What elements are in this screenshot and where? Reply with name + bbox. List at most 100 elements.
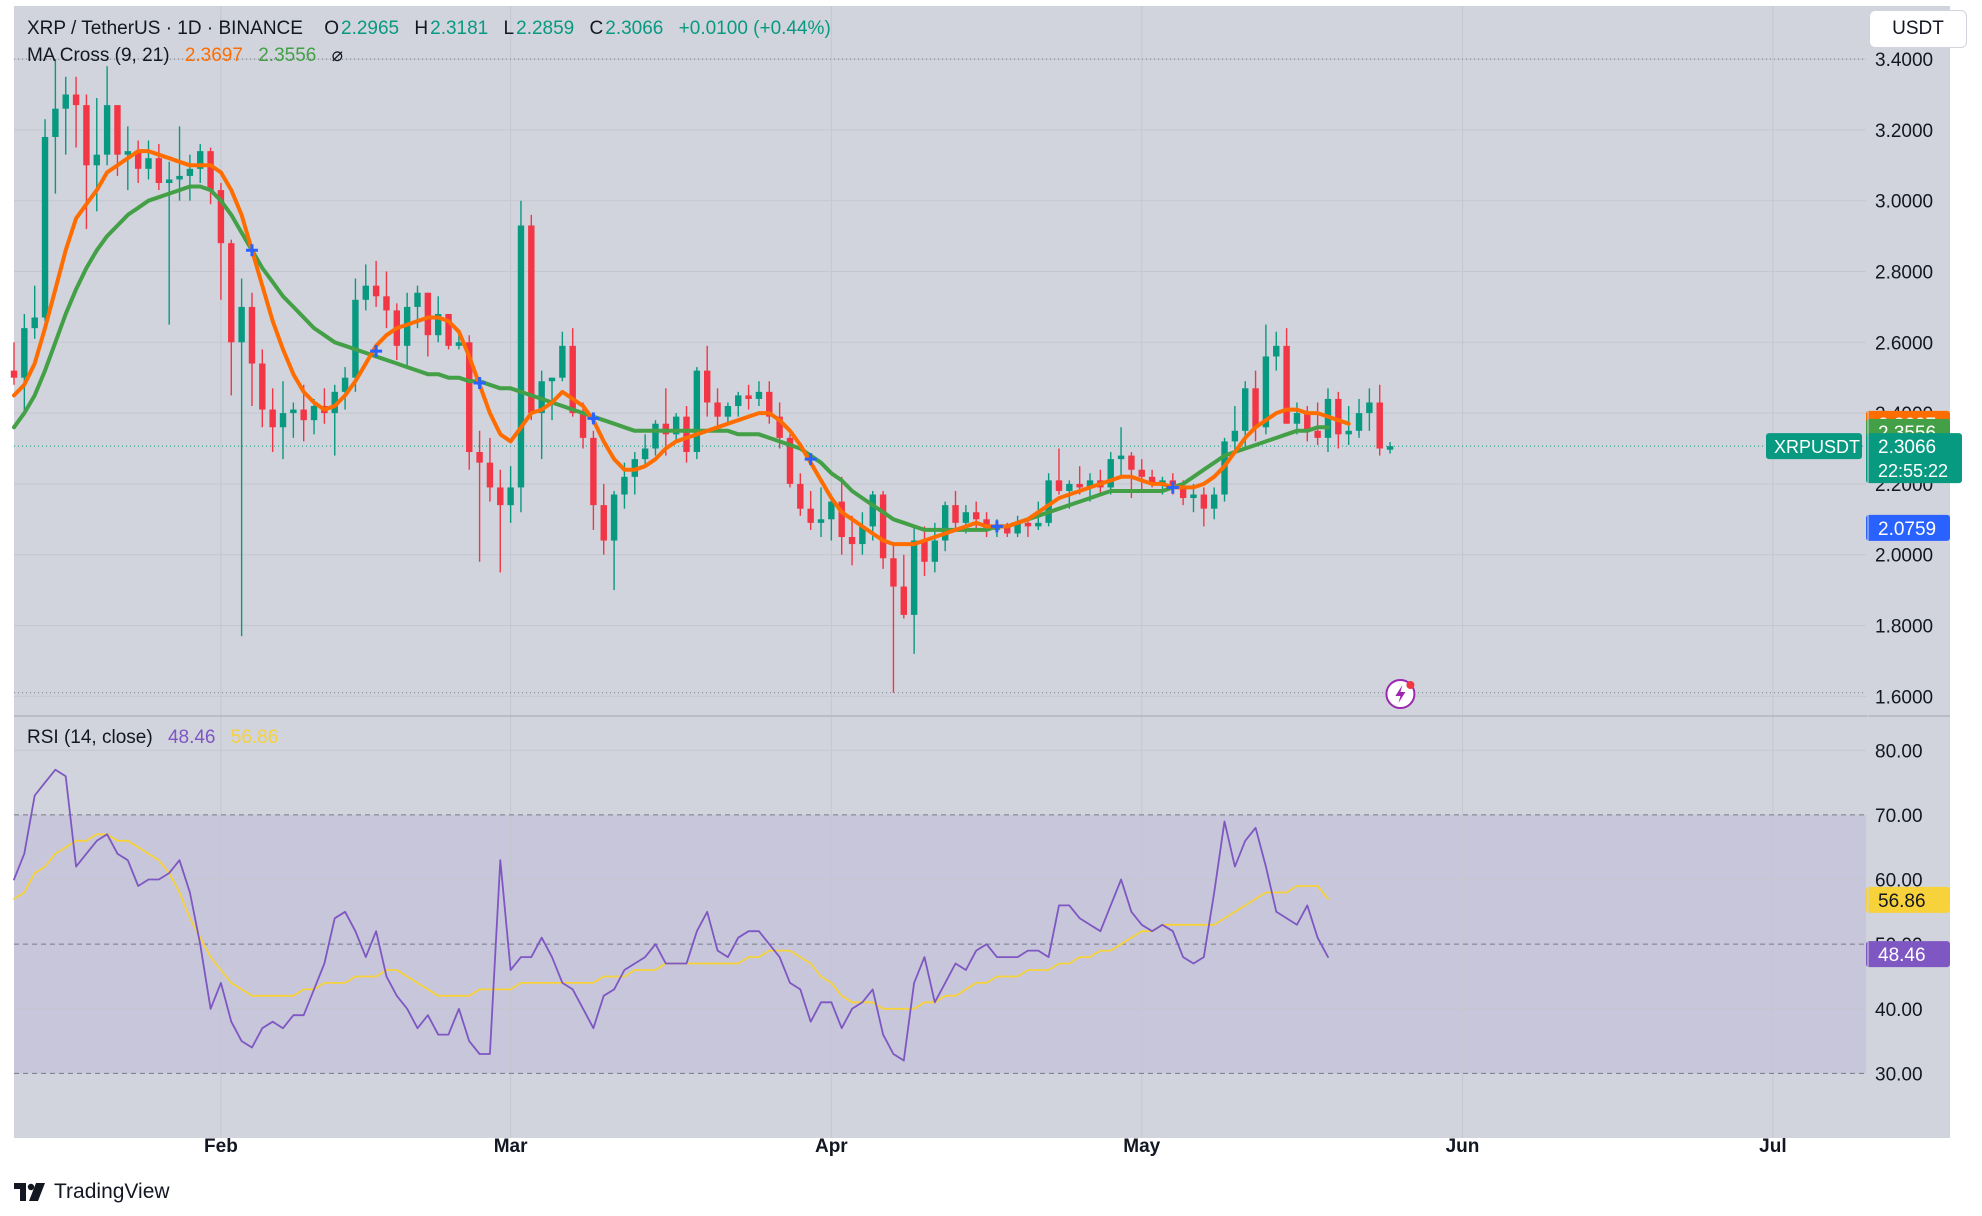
- candle-body: [962, 512, 970, 523]
- candle-body: [600, 505, 607, 541]
- ma-fast-value: 2.3697: [184, 45, 243, 66]
- candle-body: [103, 105, 111, 155]
- candle-body: [52, 108, 59, 137]
- candle-body: [476, 452, 483, 463]
- candle-body: [1293, 413, 1301, 424]
- candle-body: [817, 519, 825, 523]
- candle-body: [641, 448, 649, 460]
- candle-body: [424, 292, 432, 336]
- rsi-axis-label: 30.00: [1875, 1064, 1923, 1085]
- candle-body: [1138, 469, 1145, 477]
- candle-body: [652, 423, 659, 449]
- high-label: H: [414, 18, 429, 39]
- candle-body: [755, 391, 763, 399]
- rsi-axis-label: 40.00: [1875, 1000, 1923, 1021]
- candle-body: [445, 313, 452, 346]
- currency-button[interactable]: USDT: [1869, 10, 1967, 48]
- candle-body: [1200, 494, 1208, 509]
- candle-body: [1024, 522, 1032, 527]
- candle-body: [455, 342, 463, 346]
- rsi-ma-value: 56.86: [230, 727, 279, 748]
- candle-body: [300, 409, 307, 421]
- candle-body: [931, 540, 939, 562]
- candle-body: [735, 395, 742, 407]
- rsi-badge: 48.46: [1878, 945, 1926, 966]
- tradingview-logo[interactable]: TradingView: [14, 1180, 170, 1204]
- candle-body: [228, 243, 235, 343]
- candle-body: [1252, 388, 1259, 428]
- ma-cross-legend[interactable]: MA Cross (9, 21) 2.3697 2.3556 ⌀: [27, 44, 345, 67]
- price-axis-label: 1.8000: [1875, 617, 1933, 638]
- candle-body: [724, 406, 732, 417]
- time-axis-label: May: [1123, 1136, 1160, 1157]
- candle-body: [621, 476, 628, 495]
- candle-body: [683, 416, 690, 453]
- time-axis-label: Jun: [1446, 1136, 1480, 1157]
- candle-body: [1117, 455, 1125, 460]
- candle-body: [259, 363, 266, 410]
- candle-body: [921, 540, 928, 562]
- candle-body: [31, 317, 38, 329]
- notification-dot-icon: [1406, 681, 1415, 689]
- candle-body: [672, 416, 680, 435]
- candle-body: [83, 105, 90, 166]
- candle-body: [1066, 483, 1073, 491]
- ma-cross-marker: [370, 345, 383, 358]
- candle-body: [124, 151, 132, 155]
- candle-body: [579, 413, 587, 438]
- rsi-badge-bg: [1866, 941, 1950, 968]
- symbol-badge: XRPUSDT: [1774, 437, 1860, 457]
- rsi-ma-badge-bg: [1866, 886, 1950, 913]
- candle-body: [434, 313, 442, 336]
- candle-body: [145, 158, 152, 169]
- candle-body: [952, 505, 959, 523]
- symbol-title[interactable]: XRP / TetherUS · 1D · BINANCE: [27, 18, 303, 39]
- candle-body: [1004, 526, 1011, 534]
- candle-body: [352, 299, 359, 378]
- candle-body: [1128, 455, 1135, 470]
- close-label: C: [589, 18, 604, 39]
- rsi-legend[interactable]: RSI (14, close) 48.46 56.86: [27, 727, 280, 749]
- ma-cross-marker: [804, 453, 817, 466]
- lightning-icon: [1395, 685, 1406, 703]
- low-label: L: [503, 18, 515, 39]
- candle-body: [859, 526, 866, 545]
- candle-body: [1273, 345, 1280, 357]
- ma-cross-marker: [473, 377, 486, 390]
- candle-body: [890, 558, 897, 587]
- time-axis-label: Feb: [204, 1136, 238, 1157]
- candle-body: [869, 494, 876, 527]
- change-value: +0.0100 (+0.44%): [678, 18, 831, 39]
- price-axis-label: 2.6000: [1875, 333, 1933, 354]
- ma-slow-value: 2.3556: [258, 45, 317, 66]
- candle-body: [197, 151, 204, 169]
- candle-body: [269, 409, 276, 428]
- candle-body: [766, 391, 773, 417]
- candle-body: [238, 306, 245, 343]
- candle-body: [1314, 430, 1321, 438]
- candle-body: [362, 285, 369, 300]
- ma-cross-marker: [990, 520, 1003, 533]
- candle-body: [714, 402, 721, 417]
- candle-body: [507, 487, 514, 506]
- candle-body: [528, 225, 535, 414]
- candle-body: [1086, 480, 1094, 488]
- symbol-badge-bg: [1766, 433, 1862, 460]
- candle-body: [590, 437, 597, 506]
- candle-body: [1304, 413, 1311, 431]
- time-axis-label: Jul: [1759, 1136, 1786, 1157]
- candle-body: [559, 345, 566, 378]
- candle-body: [414, 292, 421, 307]
- candle-body: [466, 342, 473, 453]
- candle-body: [290, 409, 297, 414]
- candle-body: [1014, 522, 1021, 534]
- candle-body: [807, 508, 814, 523]
- candle-body: [1055, 480, 1063, 491]
- countdown-badge: 22:55:22: [1878, 461, 1948, 481]
- candle-body: [41, 136, 49, 318]
- hidden-values-icon[interactable]: ⌀: [331, 45, 344, 66]
- candle-body: [1355, 413, 1363, 431]
- candle-body: [217, 190, 225, 244]
